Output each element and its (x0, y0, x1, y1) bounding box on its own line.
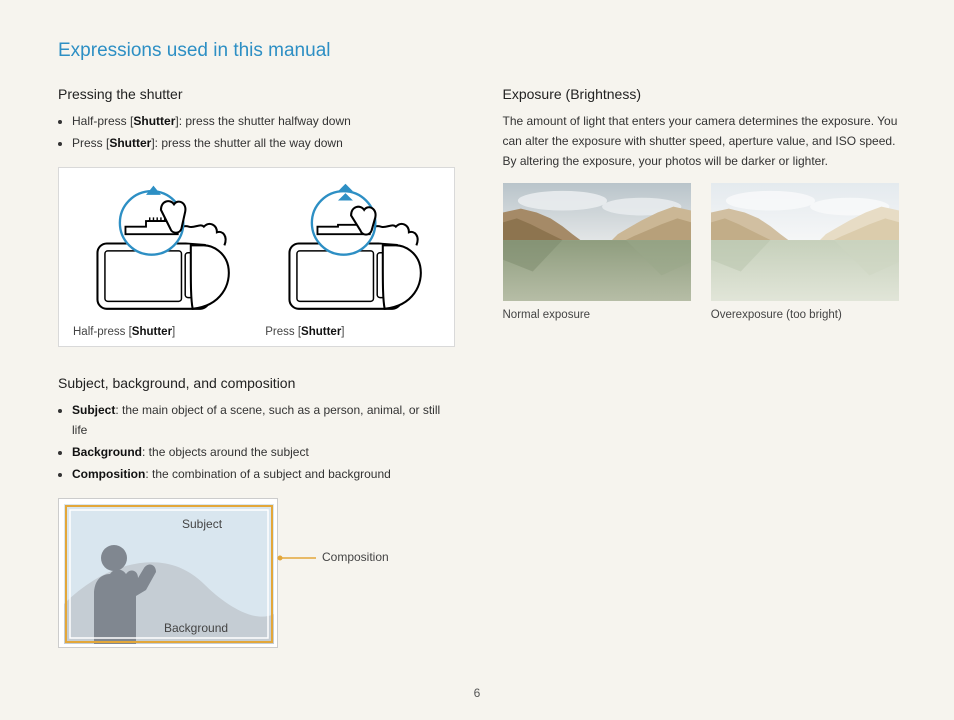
caption: Press [Shutter] (265, 326, 439, 338)
shutter-diagram-panel: Half-press [Shutter] (58, 167, 455, 347)
exposure-normal-icon (503, 183, 691, 301)
caption: Overexposure (too bright) (711, 309, 899, 321)
svg-text:Background: Background (164, 621, 228, 635)
list-item: Half-press [Shutter]: press the shutter … (72, 112, 455, 131)
text: ]: press the shutter all the way down (151, 136, 342, 150)
exposure-overexposed-icon (711, 183, 899, 301)
exposure-figure-overexposed: Overexposure (too bright) (711, 183, 899, 321)
list-item: Background: the objects around the subje… (72, 443, 455, 462)
shutter-bullet-list: Half-press [Shutter]: press the shutter … (58, 112, 455, 153)
svg-text:Subject: Subject (182, 517, 223, 531)
text-bold: Shutter (133, 114, 175, 128)
text-bold: Shutter (109, 136, 151, 150)
shutter-heading: Pressing the shutter (58, 86, 455, 102)
text: ]: press the shutter halfway down (175, 114, 350, 128)
text: Press [ (72, 136, 109, 150)
list-item: Subject: the main object of a scene, suc… (72, 401, 455, 439)
exposure-heading: Exposure (Brightness) (503, 86, 900, 102)
exposure-figure-normal: Normal exposure (503, 183, 691, 321)
camera-hand-full-press-icon (267, 180, 437, 320)
caption: Half-press [Shutter] (73, 326, 247, 338)
text: Half-press [ (72, 114, 133, 128)
exposure-paragraph: The amount of light that enters your cam… (503, 112, 900, 171)
composition-diagram-icon: Subject Background (64, 504, 274, 644)
composition-callout-line-icon (272, 498, 362, 648)
list-item: Composition: the combination of a subjec… (72, 465, 455, 484)
composition-label: Composition (322, 550, 389, 564)
composition-heading: Subject, background, and composition (58, 375, 455, 391)
list-item: Press [Shutter]: press the shutter all t… (72, 134, 455, 153)
caption: Normal exposure (503, 309, 691, 321)
shutter-figure-full-press: Press [Shutter] (265, 180, 439, 338)
camera-hand-half-press-icon (75, 180, 245, 320)
composition-diagram-panel: Subject Background (58, 498, 278, 648)
composition-bullet-list: Subject: the main object of a scene, suc… (58, 401, 455, 484)
page-title: Expressions used in this manual (58, 40, 899, 62)
page-number: 6 (0, 686, 954, 700)
shutter-figure-half-press: Half-press [Shutter] (73, 180, 247, 338)
